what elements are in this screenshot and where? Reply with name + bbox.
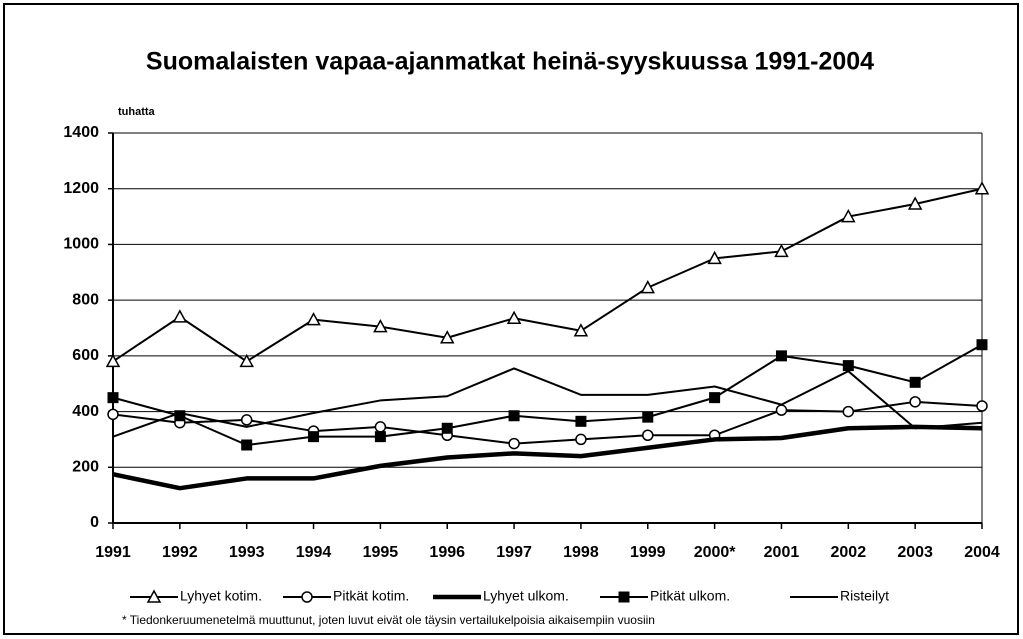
series-line — [112, 367, 983, 438]
legend-label: Pitkät kotim. — [333, 588, 409, 604]
x-tick-label: 2004 — [964, 544, 1000, 561]
point — [107, 408, 119, 421]
point — [374, 421, 387, 433]
point — [508, 410, 520, 422]
point — [842, 360, 854, 372]
point — [640, 280, 656, 294]
y-axis-label: tuhatta — [118, 106, 156, 118]
point — [105, 353, 121, 368]
point — [373, 319, 388, 333]
point — [441, 422, 453, 434]
point — [241, 439, 253, 451]
point — [774, 243, 789, 258]
x-tick-label: 2000* — [694, 544, 737, 561]
x-tick-label: 1993 — [229, 544, 265, 561]
point — [508, 437, 520, 450]
point — [907, 196, 923, 210]
footnote: * Tiedonkeruumenetelmä muuttunut, joten … — [122, 613, 655, 627]
point — [707, 250, 722, 265]
x-tick-label: 1991 — [95, 544, 131, 561]
point — [841, 209, 856, 223]
point — [174, 410, 186, 422]
x-tick-label: 2003 — [897, 544, 933, 561]
point — [909, 376, 921, 388]
point — [172, 309, 188, 323]
series-line — [112, 400, 983, 445]
point — [506, 310, 522, 324]
legend-label: Risteilyt — [840, 588, 889, 604]
point — [575, 415, 587, 427]
point — [107, 392, 119, 404]
x-tick-label: 1996 — [429, 544, 465, 561]
point — [842, 405, 855, 418]
y-tick-label: 800 — [72, 291, 99, 308]
y-tick-label: 400 — [72, 403, 99, 420]
legend-marker — [301, 591, 313, 603]
point — [909, 396, 921, 408]
x-tick-label: 1999 — [630, 544, 666, 561]
point — [976, 400, 988, 412]
point — [239, 353, 254, 368]
point — [709, 392, 721, 404]
point — [775, 350, 787, 362]
series-line — [112, 187, 983, 363]
point — [374, 431, 386, 443]
series-line — [112, 424, 983, 491]
y-tick-label: 600 — [72, 347, 99, 364]
legend-label: Lyhyet kotim. — [180, 588, 262, 604]
y-tick-label: 1200 — [63, 180, 99, 197]
legend-marker — [146, 589, 162, 603]
legend-label: Pitkät ulkom. — [650, 588, 730, 604]
y-tick-label: 0 — [90, 514, 99, 531]
point — [575, 433, 587, 446]
chart-title: Suomalaisten vapaa-ajanmatkat heinä-syys… — [146, 48, 874, 76]
x-tick-label: 1995 — [363, 544, 399, 561]
x-tick-label: 1998 — [563, 544, 599, 561]
x-tick-label: 1994 — [296, 544, 332, 561]
x-tick-label: 1992 — [162, 544, 198, 561]
x-tick-label: 1997 — [496, 544, 532, 561]
point — [240, 414, 253, 426]
point — [642, 429, 654, 441]
series-line — [112, 343, 983, 446]
legend-marker — [618, 591, 630, 603]
x-tick-label: 2002 — [831, 544, 867, 561]
point — [308, 431, 320, 443]
y-tick-label: 200 — [72, 459, 99, 476]
legend-label: Lyhyet ulkom. — [483, 588, 569, 604]
point — [642, 411, 654, 423]
y-tick-label: 1400 — [63, 124, 99, 141]
point — [974, 181, 990, 195]
point — [775, 404, 788, 416]
point — [573, 323, 589, 337]
point — [976, 339, 988, 351]
point — [439, 330, 455, 344]
y-tick-label: 1000 — [63, 236, 99, 253]
x-tick-label: 2001 — [764, 544, 800, 561]
point — [306, 312, 321, 326]
